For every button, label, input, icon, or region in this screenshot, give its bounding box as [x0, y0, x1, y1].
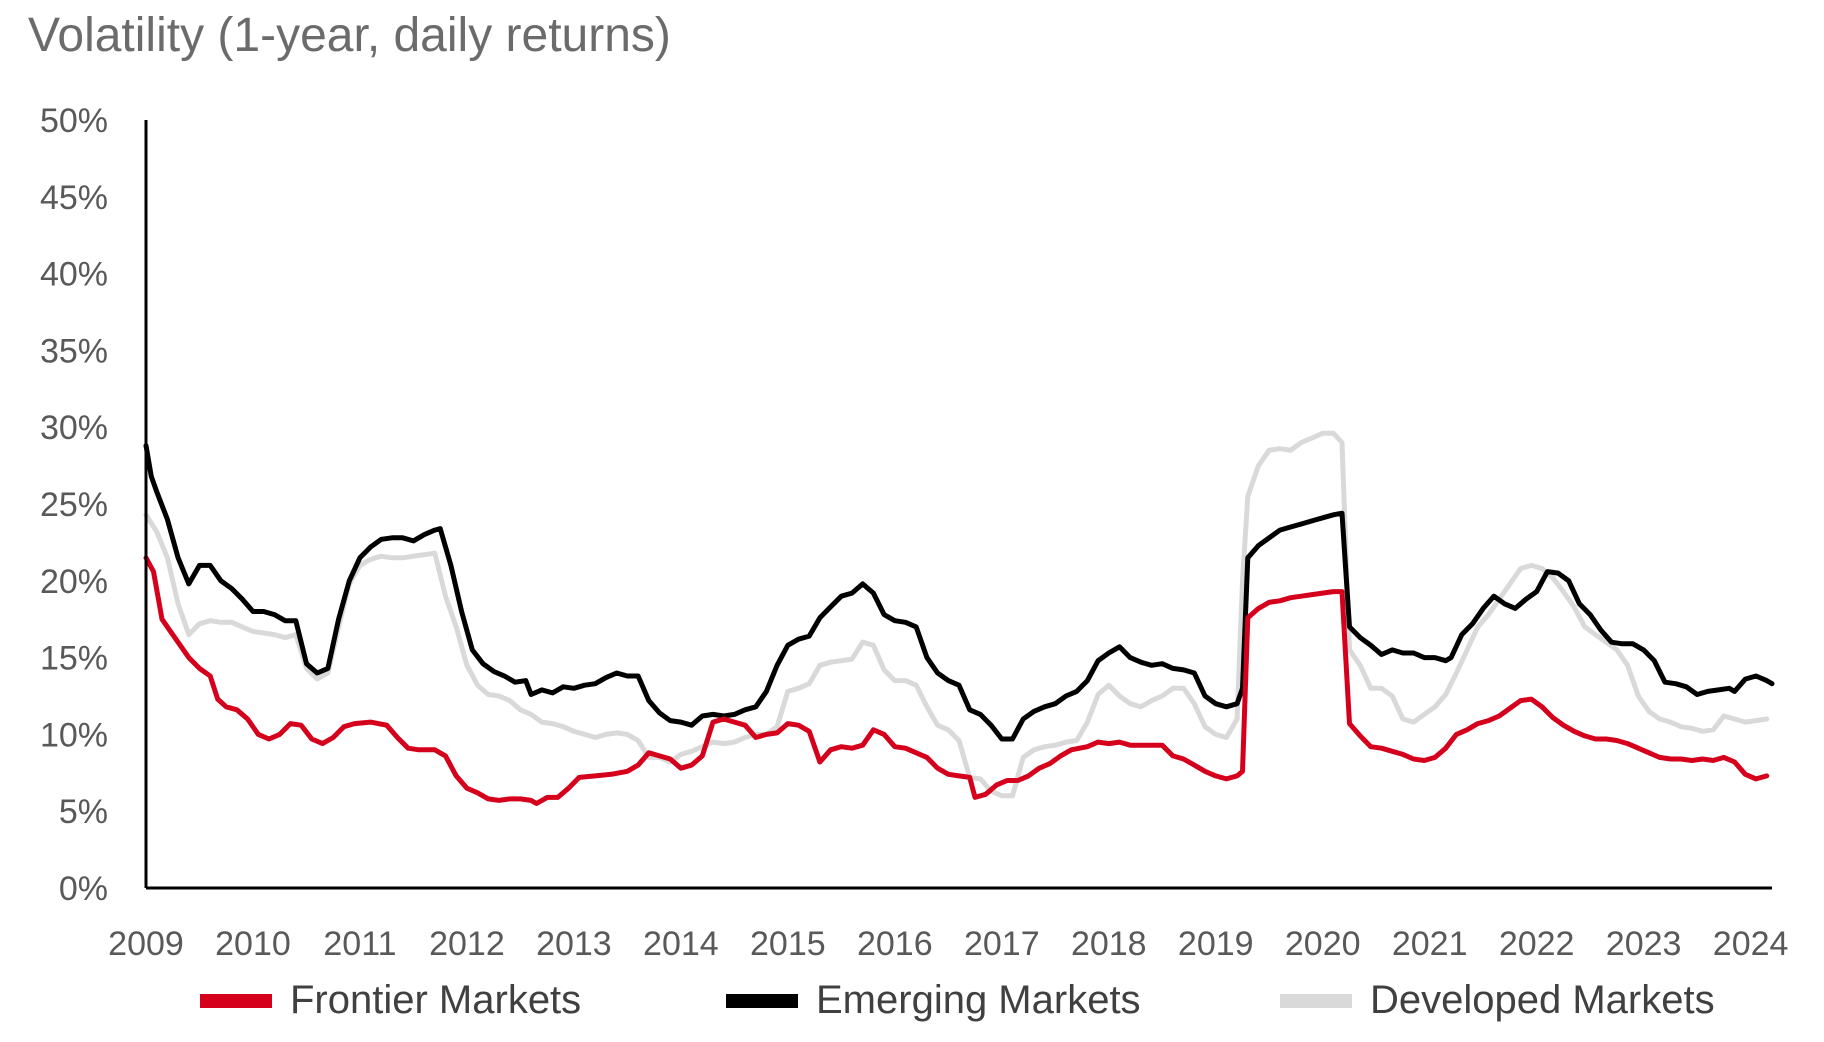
y-tick-label: 40%: [40, 256, 108, 294]
legend: Frontier Markets Emerging Markets Develo…: [0, 978, 1824, 1038]
x-tick-label: 2016: [857, 925, 933, 963]
x-tick-label: 2021: [1392, 925, 1468, 963]
series-line-developed: [143, 430, 1770, 799]
y-tick-label: 50%: [40, 102, 108, 140]
x-tick-label: 2014: [643, 925, 719, 963]
y-axis-ticks: 0% 5% 10% 15% 20% 25% 30% 35% 40% 45% 50%: [40, 102, 108, 908]
y-tick-label: 20%: [40, 563, 108, 601]
x-tick-label: 2012: [429, 925, 505, 963]
x-tick-label: 2022: [1499, 925, 1575, 963]
series-line-emerging: [143, 443, 1775, 742]
legend-swatch-emerging: [726, 993, 798, 1008]
series-line-frontier: [143, 555, 1770, 806]
y-tick-label: 5%: [59, 793, 108, 831]
legend-swatch-developed: [1280, 993, 1352, 1008]
x-tick-label: 2009: [108, 925, 184, 963]
x-tick-label: 2011: [323, 925, 396, 963]
legend-label-developed: Developed Markets: [1370, 978, 1715, 1022]
legend-label-frontier: Frontier Markets: [290, 978, 582, 1022]
x-tick-label: 2013: [536, 925, 612, 963]
legend-item-emerging: Emerging Markets: [726, 978, 1141, 1023]
x-tick-label: 2024: [1713, 925, 1789, 963]
series-lines: [143, 430, 1775, 806]
legend-item-developed: Developed Markets: [1280, 978, 1715, 1023]
x-tick-label: 2015: [750, 925, 826, 963]
line-chart: 0% 5% 10% 15% 20% 25% 30% 35% 40% 45% 50% 2009 2010…: [40, 102, 1788, 963]
chart-title: Volatility (1-year, daily returns): [28, 9, 671, 62]
x-tick-label: 2019: [1178, 925, 1254, 963]
x-tick-label: 2010: [215, 925, 291, 963]
y-tick-label: 25%: [40, 486, 108, 524]
y-tick-label: 45%: [40, 179, 108, 217]
x-tick-label: 2017: [964, 925, 1040, 963]
x-tick-label: 2020: [1285, 925, 1361, 963]
y-tick-label: 10%: [40, 716, 108, 754]
x-tick-label: 2018: [1071, 925, 1147, 963]
x-axis-ticks: 2009 2010 2011 2012 2013 2014 2015 2016 2017 2018…: [108, 925, 1788, 963]
y-tick-label: 0%: [59, 870, 108, 908]
legend-swatch-frontier: [200, 993, 272, 1008]
y-tick-label: 15%: [40, 640, 108, 678]
x-tick-label: 2023: [1606, 925, 1682, 963]
y-tick-label: 35%: [40, 332, 108, 370]
legend-label-emerging: Emerging Markets: [816, 978, 1141, 1022]
legend-item-frontier: Frontier Markets: [200, 978, 581, 1023]
y-tick-label: 30%: [40, 409, 108, 447]
